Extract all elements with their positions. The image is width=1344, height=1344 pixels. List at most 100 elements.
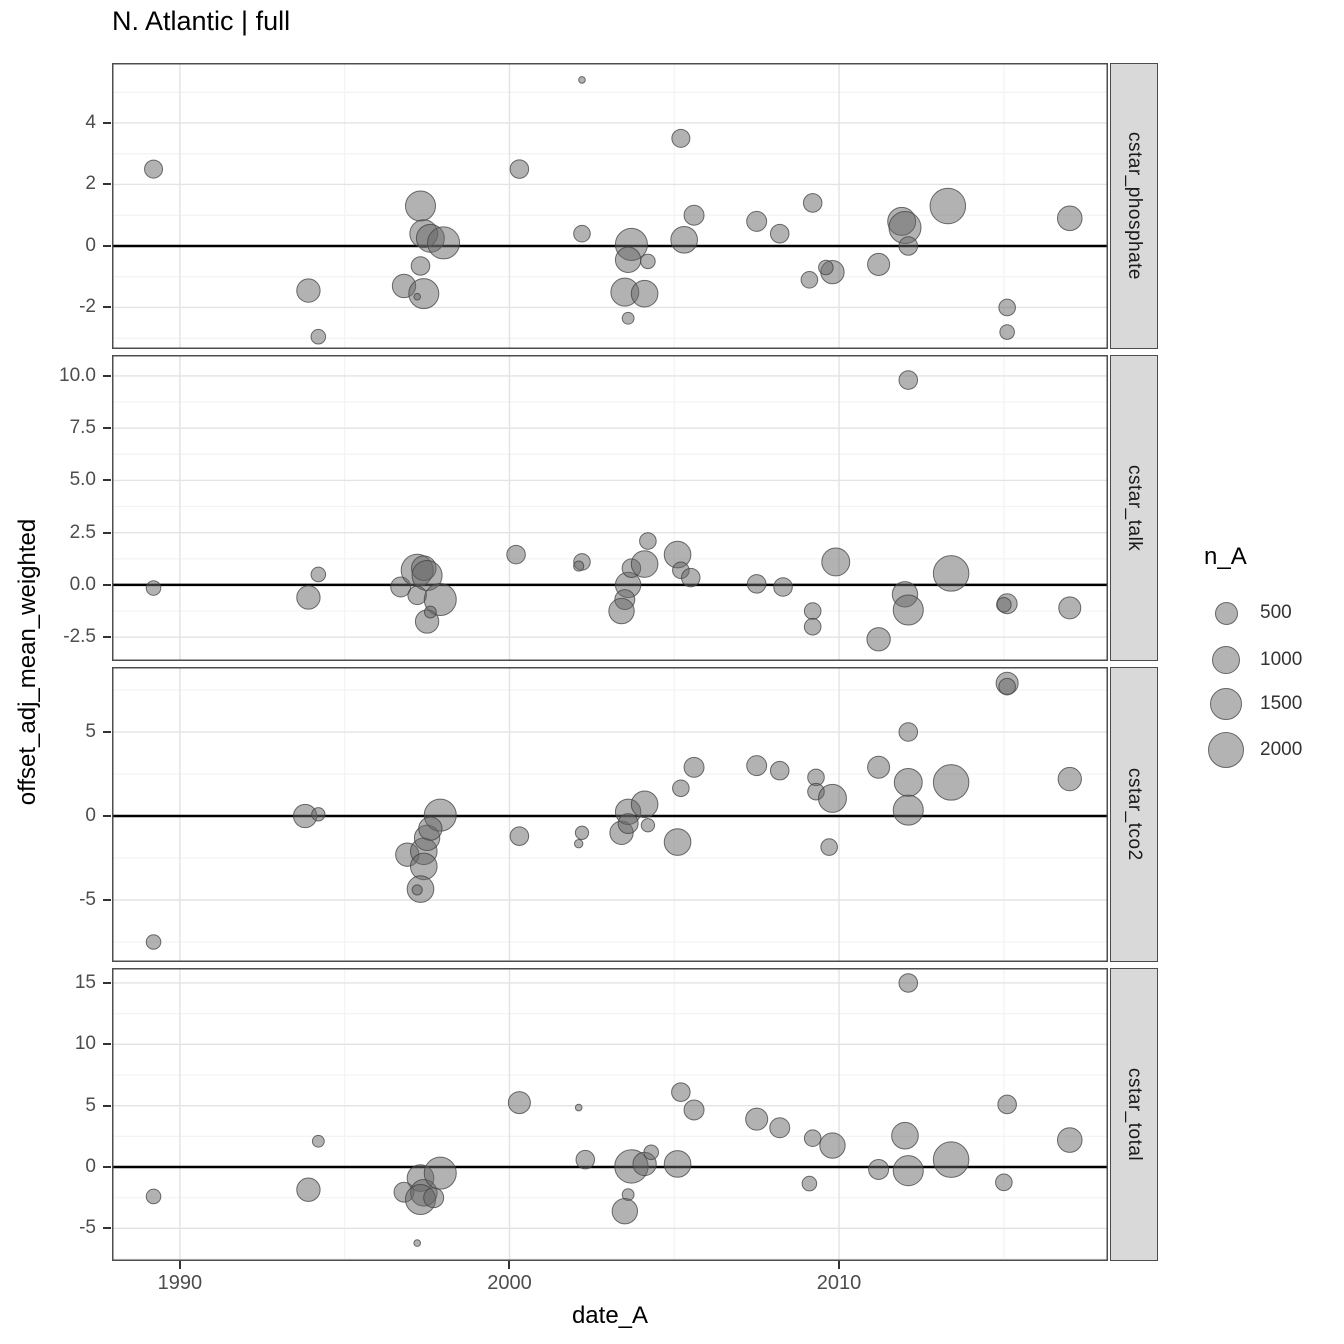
- data-point: [868, 1158, 890, 1180]
- y-tick-mark: [103, 244, 111, 247]
- data-point: [408, 278, 440, 310]
- data-point: [413, 292, 422, 301]
- data-point: [507, 1091, 531, 1115]
- data-point: [423, 1187, 445, 1209]
- data-point: [640, 818, 656, 833]
- facet-panel-cstar_total: [112, 968, 1108, 1261]
- data-point: [575, 1149, 596, 1170]
- y-tick-mark: [103, 374, 111, 377]
- data-point: [310, 566, 327, 583]
- y-tick-label: -5: [79, 1217, 96, 1239]
- data-point: [867, 755, 891, 779]
- y-tick-label: 2: [85, 173, 96, 195]
- facet-strip-label: cstar_tco2: [1124, 768, 1145, 861]
- legend-size-circle: [1207, 731, 1245, 769]
- data-point: [413, 1239, 422, 1247]
- data-point: [427, 226, 461, 260]
- y-tick-label: 0: [85, 805, 96, 826]
- data-point: [746, 755, 768, 777]
- data-point: [145, 580, 162, 596]
- x-axis-title: date_A: [571, 1302, 649, 1329]
- data-point: [404, 190, 437, 222]
- data-point: [640, 253, 656, 270]
- data-point: [418, 816, 443, 841]
- data-point: [611, 1197, 639, 1225]
- y-tick-mark: [103, 981, 111, 984]
- y-tick-mark: [103, 427, 111, 430]
- data-point: [997, 1094, 1017, 1115]
- y-tick-label: 5.0: [69, 469, 96, 491]
- data-point: [998, 677, 1016, 696]
- data-point: [866, 627, 891, 652]
- data-point: [683, 1099, 705, 1121]
- data-point: [773, 577, 793, 597]
- data-point: [144, 159, 164, 179]
- y-tick-mark: [103, 583, 111, 586]
- data-point: [769, 1117, 791, 1139]
- data-point: [683, 756, 705, 778]
- y-tick-label: 0.0: [69, 573, 96, 595]
- data-point: [621, 311, 635, 325]
- x-tick-label: 1990: [157, 1272, 203, 1294]
- y-tick-mark: [103, 899, 111, 901]
- y-tick-label: 4: [85, 111, 96, 133]
- data-point: [683, 204, 705, 226]
- data-point: [932, 1141, 970, 1178]
- data-point: [617, 813, 639, 835]
- x-tick-mark: [838, 1261, 841, 1269]
- data-point: [769, 760, 790, 781]
- data-point: [671, 128, 691, 148]
- data-point: [509, 826, 530, 846]
- legend-size-circle: [1214, 601, 1238, 625]
- data-point: [630, 550, 659, 578]
- data-point: [818, 259, 834, 276]
- data-point: [898, 236, 919, 256]
- data-point: [893, 767, 923, 797]
- data-point: [663, 1150, 692, 1178]
- panel-border: [112, 63, 1108, 349]
- facet-strip-cstar_tco2: cstar_tco2: [1110, 667, 1158, 962]
- data-point: [509, 159, 530, 179]
- data-point: [892, 794, 924, 826]
- data-point: [800, 271, 819, 289]
- data-point: [1057, 766, 1082, 792]
- data-point: [999, 324, 1015, 340]
- data-point: [311, 807, 326, 822]
- data-point: [802, 193, 823, 213]
- data-point: [578, 76, 586, 84]
- data-point: [310, 328, 327, 345]
- data-point: [639, 532, 657, 550]
- data-point: [311, 1134, 325, 1148]
- data-point: [410, 256, 431, 276]
- y-tick-label: 5: [85, 721, 96, 742]
- data-point: [998, 298, 1016, 317]
- data-point: [573, 560, 585, 572]
- data-point: [996, 596, 1012, 613]
- y-tick-label: 5: [85, 1094, 96, 1116]
- data-point: [891, 1121, 919, 1150]
- y-tick-mark: [103, 636, 111, 639]
- data-point: [296, 1177, 321, 1202]
- data-point: [746, 574, 767, 594]
- x-tick-label: 2000: [487, 1272, 532, 1294]
- legend-size-circle: [1209, 687, 1243, 721]
- legend-size-label: 1500: [1260, 693, 1303, 714]
- data-point: [817, 783, 847, 813]
- data-point: [630, 790, 659, 819]
- y-tick-mark: [103, 1166, 111, 1168]
- data-point: [995, 1173, 1013, 1192]
- data-point: [671, 1082, 691, 1102]
- data-point: [803, 617, 822, 636]
- x-tick-mark: [178, 1261, 181, 1269]
- y-tick-mark: [103, 1104, 111, 1107]
- panel-background: [112, 968, 1108, 1261]
- data-point: [423, 1156, 457, 1190]
- facet-strip-label: cstar_total: [1124, 1067, 1145, 1162]
- legend-title: n_A: [1204, 543, 1247, 570]
- data-point: [296, 585, 321, 610]
- data-point: [819, 1132, 846, 1159]
- facet-panel-cstar_talk: [112, 355, 1108, 661]
- data-point: [932, 555, 970, 592]
- data-point: [745, 1107, 769, 1131]
